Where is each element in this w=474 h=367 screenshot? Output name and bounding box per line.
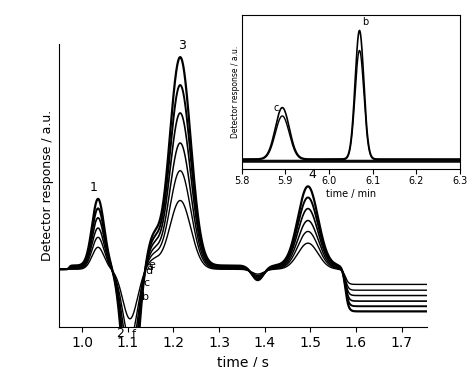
- Text: 1: 1: [90, 181, 98, 194]
- X-axis label: time / min: time / min: [326, 189, 376, 199]
- Text: 3: 3: [179, 39, 186, 52]
- Text: f: f: [132, 329, 136, 339]
- Text: 2: 2: [116, 327, 124, 339]
- Text: b: b: [142, 292, 149, 302]
- X-axis label: time / s: time / s: [217, 356, 269, 367]
- Y-axis label: Detector response / a.u.: Detector response / a.u.: [41, 110, 54, 261]
- Y-axis label: Detector response / a.u.: Detector response / a.u.: [231, 46, 240, 138]
- Text: c: c: [273, 103, 278, 113]
- Text: e: e: [149, 260, 155, 270]
- Text: 4: 4: [309, 168, 317, 181]
- Text: c: c: [144, 278, 150, 288]
- Text: d: d: [146, 266, 153, 276]
- Text: b: b: [362, 17, 368, 27]
- Text: a: a: [147, 262, 154, 272]
